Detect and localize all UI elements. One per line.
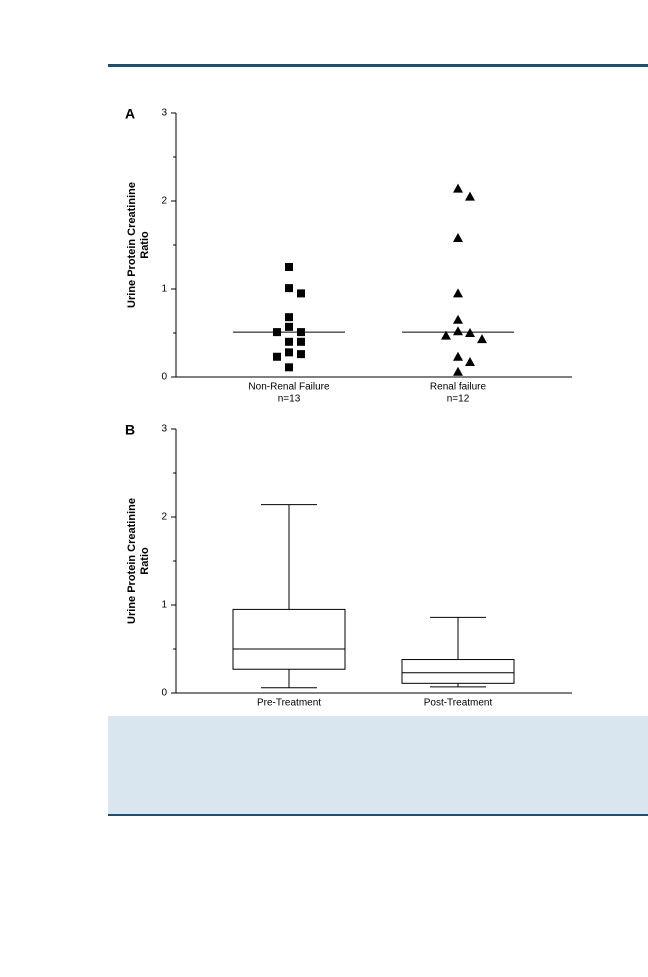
point [297, 350, 305, 359]
point [453, 288, 463, 298]
y-axis-label: Urine Protein Creatinine [126, 182, 138, 308]
y-tick-label: 2 [161, 512, 167, 523]
caption-box [108, 716, 648, 815]
bottom-rule [108, 814, 648, 816]
point [285, 322, 293, 331]
point [453, 351, 463, 361]
box [232, 608, 346, 670]
x-tick-label: Renal failure [430, 382, 487, 393]
top-rule [108, 64, 648, 67]
x-tick-note: n=13 [278, 394, 301, 405]
y-tick-label: 2 [161, 196, 167, 207]
point [453, 183, 463, 193]
point [453, 366, 463, 376]
y-axis-label: Urine Protein Creatinine [126, 498, 138, 624]
y-tick-label: 1 [161, 284, 167, 295]
point [453, 232, 463, 242]
x-tick-label: Non-Renal Failure [248, 382, 330, 393]
y-tick-label: 3 [161, 424, 167, 435]
panel-label: B [125, 422, 135, 438]
point [297, 337, 305, 346]
y-tick-label: 0 [161, 688, 167, 699]
point [273, 352, 281, 361]
point [285, 263, 293, 271]
point [285, 337, 293, 346]
point [285, 284, 293, 293]
point [285, 363, 293, 372]
point [453, 314, 463, 324]
y-tick-label: 0 [161, 372, 167, 383]
x-tick-label: Pre-Treatment [257, 698, 321, 709]
point [441, 330, 451, 340]
y-tick-label: 1 [161, 600, 167, 611]
point [477, 334, 487, 344]
point [465, 191, 475, 201]
x-tick-note: n=12 [447, 394, 470, 405]
point [285, 348, 293, 357]
point [285, 313, 293, 322]
x-tick-label: Post-Treatment [424, 698, 493, 709]
point [465, 357, 475, 367]
y-tick-label: 3 [161, 108, 167, 119]
point [453, 326, 463, 336]
point [297, 289, 305, 298]
y-axis-label: Ratio [139, 547, 151, 575]
panel-label: A [125, 106, 135, 122]
y-axis-label: Ratio [139, 231, 151, 259]
box [401, 659, 515, 684]
